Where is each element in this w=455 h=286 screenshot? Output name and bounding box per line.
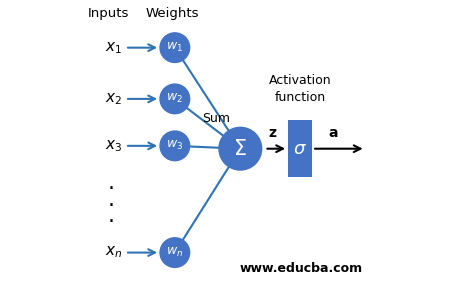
Text: $w_2$: $w_2$ <box>167 92 183 106</box>
Text: $\sigma$: $\sigma$ <box>293 140 307 158</box>
Circle shape <box>160 238 190 267</box>
Text: .: . <box>107 173 114 193</box>
Text: $x_1$: $x_1$ <box>105 40 122 55</box>
Text: .: . <box>107 206 114 226</box>
Text: Activation
function: Activation function <box>269 74 331 104</box>
Text: $x_3$: $x_3$ <box>105 138 122 154</box>
Text: .: . <box>107 190 114 210</box>
Text: Sum: Sum <box>202 112 230 125</box>
Text: $\Sigma$: $\Sigma$ <box>233 139 247 159</box>
Text: a: a <box>329 126 338 140</box>
Circle shape <box>160 131 190 161</box>
Circle shape <box>219 127 262 170</box>
Text: Inputs: Inputs <box>87 7 129 20</box>
Circle shape <box>160 33 190 62</box>
Text: $x_2$: $x_2$ <box>105 91 122 107</box>
Circle shape <box>160 84 190 114</box>
Text: $x_n$: $x_n$ <box>105 245 122 261</box>
Text: $w_1$: $w_1$ <box>167 41 183 54</box>
Text: z: z <box>268 126 276 140</box>
Text: $w_n$: $w_n$ <box>166 246 183 259</box>
Text: $w_3$: $w_3$ <box>166 139 183 152</box>
FancyBboxPatch shape <box>288 120 312 177</box>
Text: Weights: Weights <box>145 7 199 20</box>
Text: www.educba.com: www.educba.com <box>240 262 363 275</box>
